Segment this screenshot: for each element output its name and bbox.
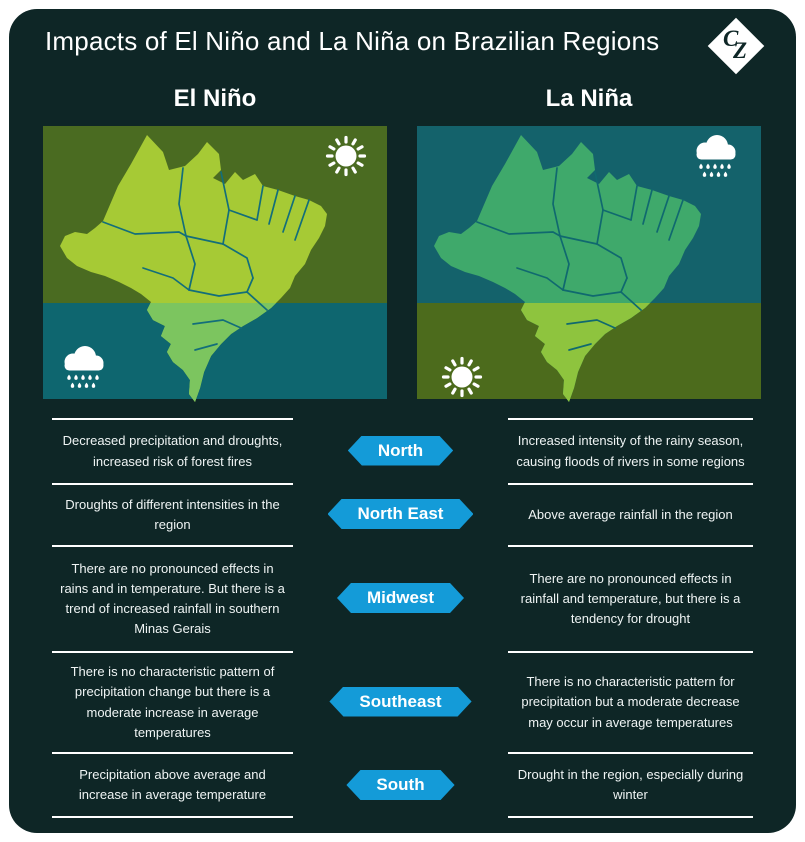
region-badge-cell: North East	[293, 483, 508, 545]
region-comparison-table: Decreased precipitation and droughts, in…	[52, 418, 753, 818]
brazil-map-la-nina	[417, 126, 761, 402]
el-nino-effect-text: Droughts of different intensities in the…	[52, 483, 293, 545]
brazil-map-el-nino	[43, 126, 387, 402]
region-badge: South	[346, 770, 454, 800]
column-header-la-nina: La Niña	[545, 85, 633, 112]
la-nina-effect-text: Above average rainfall in the region	[508, 483, 753, 545]
el-nino-effect-text: Decreased precipitation and droughts, in…	[52, 418, 293, 483]
el-nino-effect-text: There are no pronounced effects in rains…	[52, 545, 293, 651]
logo-letter-z: Z	[733, 38, 748, 63]
logo-letter-c: C	[723, 26, 739, 51]
el-nino-effect-text: There is no characteristic pattern of pr…	[52, 651, 293, 752]
la-nina-effect-text: There is no characteristic pattern for p…	[508, 651, 753, 752]
page-title: Impacts of El Niño and La Niña on Brazil…	[45, 26, 660, 56]
region-badge: North East	[328, 499, 474, 529]
la-nina-effect-text: Drought in the region, especially during…	[508, 752, 753, 818]
region-badge: Southeast	[329, 687, 471, 717]
region-badge-cell: Midwest	[293, 545, 508, 651]
region-badge-cell: Southeast	[293, 651, 508, 752]
region-badge-cell: North	[293, 418, 508, 483]
brand-logo: C Z	[707, 17, 765, 75]
region-badge: North	[348, 436, 453, 466]
el-nino-effect-text: Precipitation above average and increase…	[52, 752, 293, 818]
la-nina-effect-text: Increased intensity of the rainy season,…	[508, 418, 753, 483]
region-badge-cell: South	[293, 752, 508, 818]
region-badge: Midwest	[337, 583, 464, 613]
la-nina-effect-text: There are no pronounced effects in rainf…	[508, 545, 753, 651]
infographic-card: Impacts of El Niño and La Niña on Brazil…	[9, 9, 796, 833]
column-header-el-nino: El Niño	[173, 85, 257, 112]
